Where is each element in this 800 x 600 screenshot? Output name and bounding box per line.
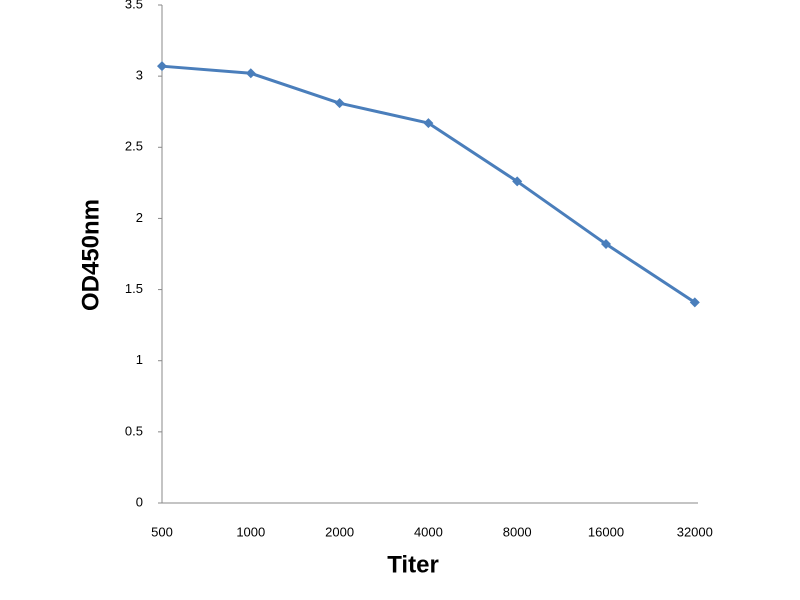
y-tick-label: 3.5 [125,0,143,11]
x-tick-label: 4000 [414,524,443,539]
x-tick-label: 500 [151,524,173,539]
y-tick-label: 1 [136,352,143,367]
y-tick-label: 1.5 [125,281,143,296]
y-tick-label: 2.5 [125,139,143,154]
x-axis-title: Titer [387,551,439,578]
data-point [423,118,434,129]
y-tick-label: 3 [136,68,143,83]
data-point [334,98,345,109]
x-tick-label: 16000 [588,524,624,539]
data-point [157,61,167,72]
x-tick-label: 32000 [677,524,713,539]
x-tick-label: 8000 [503,524,532,539]
data-point [512,176,523,187]
data-point [245,68,256,79]
y-tick-label: 2 [136,210,143,225]
data-line [161,64,696,304]
data-point [601,239,611,250]
x-tick-label: 1000 [236,524,265,539]
y-axis-title: OD450nm [77,199,104,311]
y-tick-label: 0 [136,494,143,509]
x-tick-label: 2000 [325,524,354,539]
y-tick-label: 0.5 [125,423,143,438]
data-point [689,297,700,308]
